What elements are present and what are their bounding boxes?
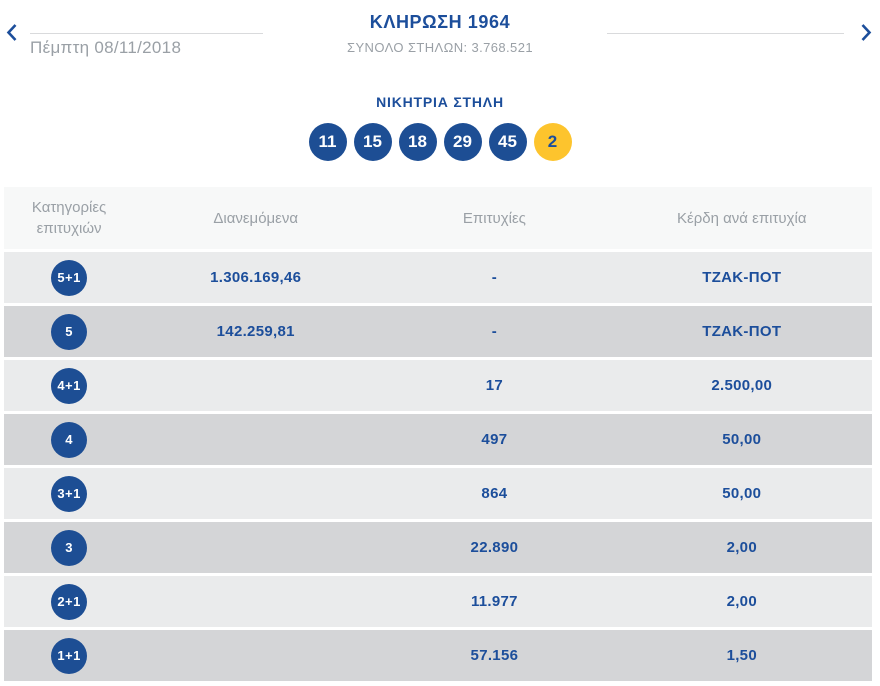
winners-cell: 864	[481, 485, 508, 502]
winners-cell: -	[491, 323, 498, 340]
winners-cell: 22.890	[470, 539, 519, 556]
column-header-categories: Κατηγορίες επιτυχιών	[31, 199, 107, 237]
category-badge: 4	[51, 421, 88, 458]
winning-numbers: 11 15 18 29 45 2	[0, 123, 880, 161]
prize-cell: 2.500,00	[711, 377, 773, 394]
table-row: 3 22.890 2,00	[4, 522, 872, 573]
bonus-number-ball: 2	[533, 123, 572, 161]
category-badge: 5	[51, 313, 88, 350]
distributed-cell: 142.259,81	[216, 323, 295, 340]
category-badge: 2+1	[51, 583, 88, 620]
winning-number-ball: 29	[443, 123, 482, 161]
draw-title-block: ΚΛΗΡΩΣΗ 1964 ΣΥΝΟΛΟ ΣΤΗΛΩΝ: 3.768.521	[240, 12, 640, 55]
table-row: 1+1 57.156 1,50	[4, 630, 872, 681]
winners-cell: 11.977	[470, 593, 518, 610]
winning-number-ball: 11	[308, 123, 347, 161]
prize-cell: 2,00	[726, 539, 757, 556]
category-badge: 3+1	[51, 475, 88, 512]
winning-number-ball: 15	[353, 123, 392, 161]
prize-cell: 50,00	[722, 485, 762, 502]
chevron-right-icon	[860, 24, 873, 45]
prize-cell: ΤΖΑΚ-ΠΟΤ	[702, 323, 782, 340]
table-row: 5+1 1.306.169,46 - ΤΖΑΚ-ΠΟΤ	[4, 252, 872, 303]
table-row: 2+1 11.977 2,00	[4, 576, 872, 627]
draw-date: Πέμπτη 08/11/2018	[30, 38, 182, 57]
column-header-winners: Επιτυχίες	[462, 209, 526, 227]
table-row: 4+1 17 2.500,00	[4, 360, 872, 411]
prize-cell: 1,50	[726, 647, 757, 664]
winning-number-ball: 18	[398, 123, 437, 161]
category-badge: 3	[51, 529, 88, 566]
winners-cell: 497	[481, 431, 508, 448]
chevron-left-icon	[5, 24, 18, 45]
prize-table: Κατηγορίες επιτυχιών Διανεμόμενα Επιτυχί…	[4, 187, 872, 681]
category-badge: 5+1	[51, 259, 88, 296]
table-row: 3+1 864 50,00	[4, 468, 872, 519]
category-badge: 1+1	[51, 637, 88, 674]
table-row: 5 142.259,81 - ΤΖΑΚ-ΠΟΤ	[4, 306, 872, 357]
draw-navigation-header: Πέμπτη 08/11/2018 ΚΛΗΡΩΣΗ 1964 ΣΥΝΟΛΟ ΣΤ…	[0, 0, 880, 70]
prize-cell: 2,00	[726, 593, 757, 610]
winners-cell: -	[491, 269, 498, 286]
previous-draw-button[interactable]	[5, 23, 18, 42]
winners-cell: 57.156	[470, 647, 519, 664]
draw-title: ΚΛΗΡΩΣΗ 1964	[369, 12, 511, 32]
distributed-cell: 1.306.169,46	[210, 269, 302, 286]
table-row: 4 497 50,00	[4, 414, 872, 465]
right-divider-line	[607, 33, 844, 34]
prize-cell: 50,00	[722, 431, 762, 448]
winning-column-section: ΝΙΚΗΤΡΙΑ ΣΤΗΛΗ 11 15 18 29 45 2	[0, 94, 880, 161]
total-columns-subtitle: ΣΥΝΟΛΟ ΣΤΗΛΩΝ: 3.768.521	[347, 40, 533, 55]
prize-cell: ΤΖΑΚ-ΠΟΤ	[702, 269, 782, 286]
winning-number-ball: 45	[488, 123, 527, 161]
winning-column-label: ΝΙΚΗΤΡΙΑ ΣΤΗΛΗ	[376, 94, 504, 110]
prize-table-header: Κατηγορίες επιτυχιών Διανεμόμενα Επιτυχί…	[4, 187, 872, 249]
category-badge: 4+1	[51, 367, 88, 404]
winners-cell: 17	[485, 377, 504, 394]
column-header-distributed: Διανεμόμενα	[213, 209, 299, 227]
next-draw-button[interactable]	[860, 23, 873, 42]
left-divider-line	[30, 33, 263, 34]
column-header-prize: Κέρδη ανά επιτυχία	[677, 209, 807, 227]
